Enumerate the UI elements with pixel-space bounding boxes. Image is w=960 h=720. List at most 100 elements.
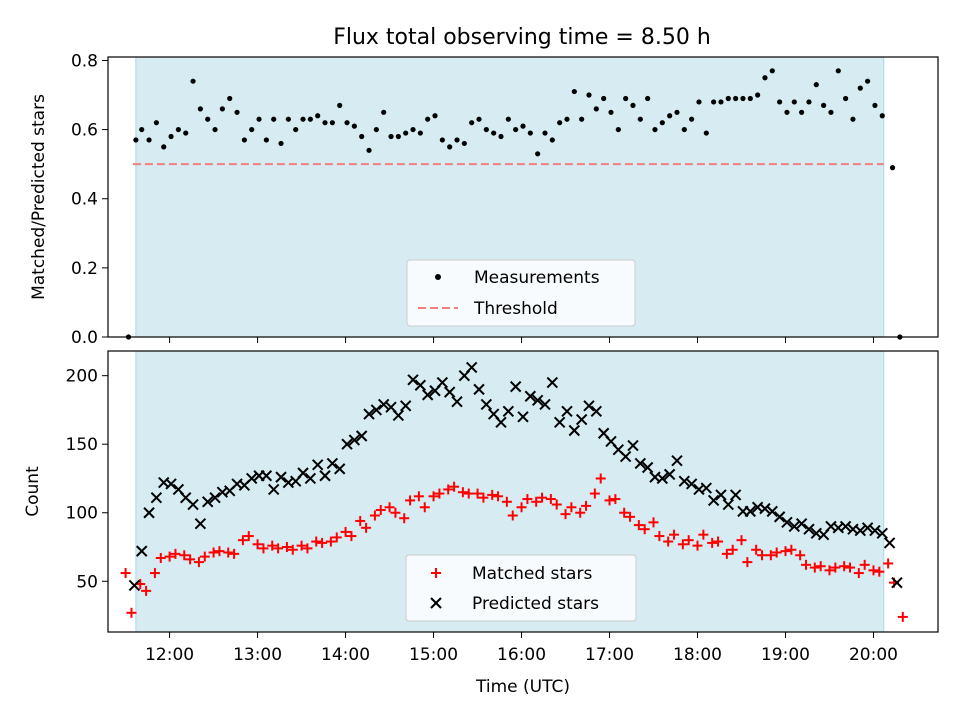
predicted-star-point (465, 361, 478, 374)
measurement-point (740, 95, 746, 102)
measurement-point (608, 109, 614, 115)
cross-stroke (671, 454, 683, 467)
measurement-point (300, 116, 306, 122)
matched-star-point (443, 484, 454, 495)
predicted-star-point (759, 502, 771, 515)
matched-star-point (853, 568, 864, 579)
measurement-point (571, 88, 577, 95)
top-panel: 0.00.20.40.60.8 Matched/Predicted stars … (29, 51, 939, 348)
matched-star-point (164, 551, 175, 562)
matched-star-point (449, 481, 460, 492)
matched-star-point (493, 491, 504, 502)
cross-stroke (165, 478, 177, 490)
matched-star-point (845, 562, 856, 573)
predicted-stars-points (128, 361, 903, 592)
cross-stroke (531, 394, 544, 407)
measurement-point (256, 116, 262, 122)
matched-star-point (595, 473, 606, 484)
cross-stroke (685, 478, 698, 490)
y-tick-label: 100 (66, 504, 98, 524)
matched-star-point (765, 550, 776, 561)
predicted-star-point (883, 537, 896, 549)
x-tick-label: 19:00 (761, 645, 810, 665)
predicted-star-point (876, 527, 888, 540)
matched-star-point (545, 494, 556, 505)
predicted-star-point (451, 396, 463, 408)
matched-star-point (771, 547, 782, 558)
cross-stroke (788, 520, 800, 533)
matched-star-point (507, 510, 518, 521)
bottom-x-axis: 12:00 13:00 14:00 15:00 16:00 17:00 18:00 19:00… (145, 632, 898, 665)
matched-star-point (434, 488, 445, 499)
matched-star-point (179, 550, 190, 561)
cross-stroke (744, 505, 757, 518)
predicted-star-point (421, 389, 434, 401)
predicted-star-point (744, 505, 757, 518)
predicted-star-point (267, 483, 280, 496)
measurement-point (747, 95, 753, 102)
predicted-star-point (583, 400, 595, 412)
measurement-point (461, 140, 467, 147)
predicted-star-point (260, 470, 273, 482)
measurement-point (381, 109, 387, 115)
predicted-star-point (333, 463, 346, 475)
predicted-star-point (663, 468, 676, 481)
measurement-point (821, 102, 827, 108)
measurement-point (505, 116, 511, 122)
cross-stroke (590, 405, 603, 418)
predicted-star-point (355, 430, 368, 442)
cross-stroke (773, 511, 786, 523)
y-tick-label: 0.8 (71, 51, 98, 71)
cross-stroke (407, 374, 419, 386)
measurement-point (799, 109, 805, 115)
predicted-star-point (641, 461, 654, 474)
cross-stroke (619, 450, 632, 463)
measurement-point (498, 133, 504, 140)
cross-stroke (480, 398, 493, 411)
measurement-point (645, 95, 651, 102)
measurement-point (278, 140, 284, 147)
matched-star-point (648, 517, 659, 528)
cross-stroke (180, 491, 192, 504)
measurement-point (146, 137, 152, 143)
x-tick-label: 20:00 (849, 645, 898, 665)
measurement-point (307, 116, 313, 122)
measurement-point (139, 126, 145, 133)
measurement-point (681, 126, 687, 133)
cross-stroke (561, 405, 573, 418)
predicted-star-point (407, 374, 419, 386)
cross-stroke (546, 376, 559, 389)
matched-star-point (331, 532, 342, 543)
matched-star-point (551, 499, 562, 510)
predicted-star-point (773, 511, 786, 523)
measurement-point (879, 113, 885, 119)
cross-stroke (202, 496, 214, 508)
legend-matched-label: Matched stars (472, 564, 592, 584)
matched-star-point (325, 536, 336, 547)
matched-star-point (428, 491, 439, 502)
measurement-point (337, 102, 343, 108)
predicted-star-point (194, 518, 207, 530)
measurement-point (520, 123, 526, 129)
cross-stroke (319, 470, 331, 482)
y-tick-label: 50 (76, 572, 98, 592)
measurement-point (725, 95, 731, 102)
matched-star-point (384, 502, 395, 513)
matched-star-point (405, 495, 416, 506)
measurement-point (432, 113, 438, 119)
matched-star-point (355, 515, 366, 526)
measurement-point (410, 126, 416, 133)
matched-star-point (581, 500, 592, 511)
cross-stroke (575, 413, 588, 426)
measurement-point (889, 165, 896, 171)
measurement-point (513, 126, 519, 133)
cross-stroke (502, 405, 515, 418)
predicted-star-point (128, 579, 141, 592)
cross-stroke (187, 498, 199, 511)
measurement-point (168, 133, 174, 140)
predicted-star-point (399, 400, 412, 412)
matched-star-point (780, 546, 791, 557)
top-x-ticks (169, 337, 874, 343)
predicted-star-point (854, 524, 866, 537)
cross-stroke (663, 468, 676, 481)
